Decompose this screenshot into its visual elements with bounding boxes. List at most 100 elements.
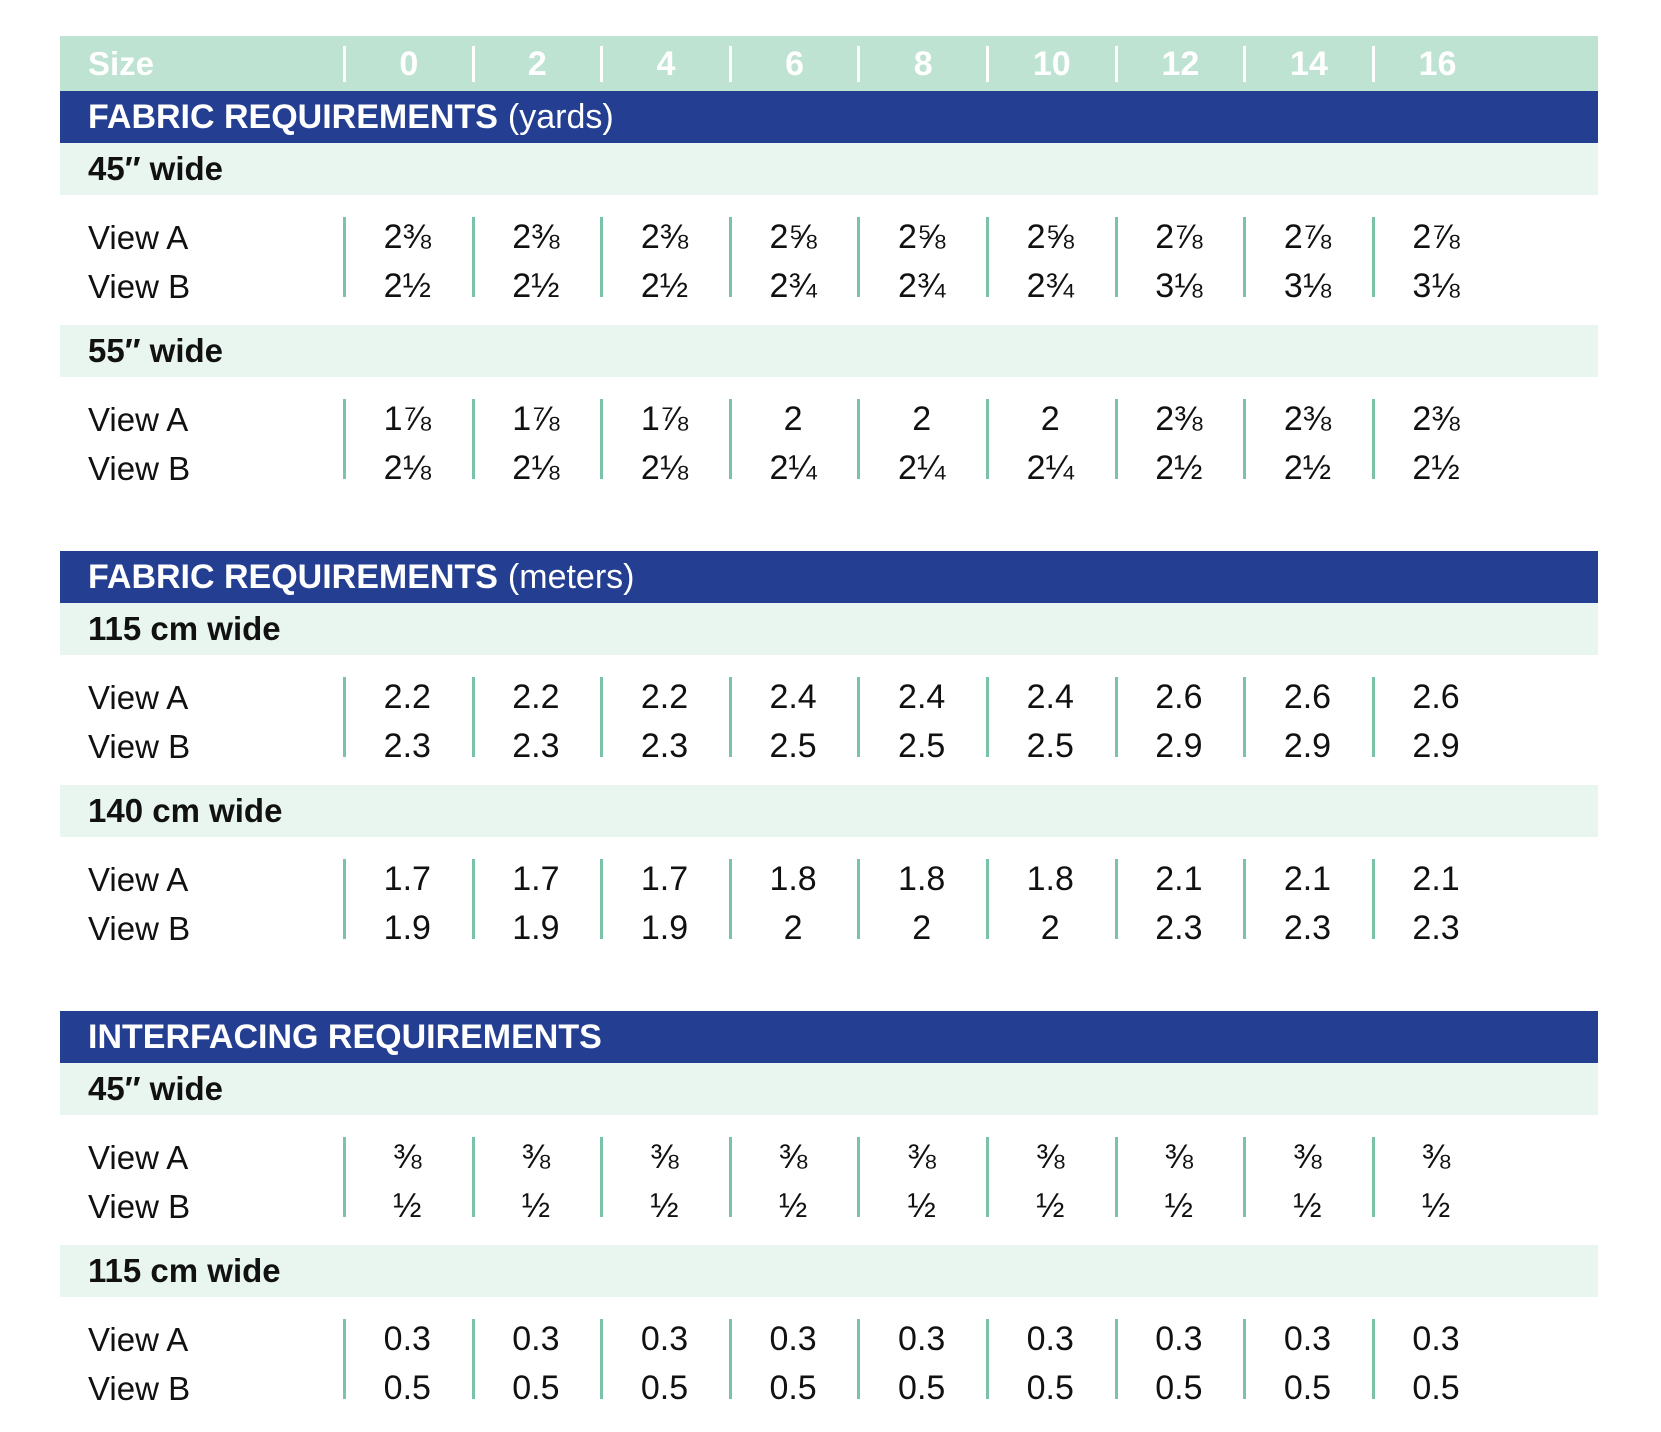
value-cell: 2.9 (1283, 727, 1332, 765)
column-divider (1371, 217, 1375, 297)
column-divider (728, 1319, 732, 1399)
column-divider (857, 399, 861, 479)
section-title: FABRIC REQUIREMENTS (88, 97, 498, 136)
view-label: View A (88, 860, 189, 898)
table-row: View B 2½ 2½ 2½ 2¾ 2¾ 2¾ 3⅛ 3⅛ 3⅛ (60, 262, 1598, 311)
value-cell: 2⅜ (1412, 400, 1460, 438)
value-cell: 0.3 (512, 1320, 560, 1358)
value-cell: 0.5 (1155, 1369, 1203, 1407)
column-divider (600, 1319, 604, 1399)
section-header: INTERFACING REQUIREMENTS (60, 1011, 1598, 1063)
value-cell: 0.5 (1283, 1369, 1332, 1407)
value-cell: ½ (1164, 1187, 1194, 1225)
column-divider (471, 1137, 475, 1217)
view-label: View B (88, 727, 191, 765)
value-cell: 2 (912, 909, 932, 947)
value-cell: 0.3 (640, 1320, 689, 1358)
value-cell: 0.5 (769, 1369, 817, 1407)
column-divider (1243, 217, 1247, 297)
column-divider (857, 677, 861, 757)
table-row: View B 0.5 0.5 0.5 0.5 0.5 0.5 0.5 0.5 0.5 (60, 1364, 1598, 1413)
column-divider (600, 677, 604, 757)
value-cell: 2½ (1283, 449, 1332, 487)
value-cell: ⅜ (778, 1138, 808, 1176)
value-cell: 1.9 (512, 909, 560, 947)
value-cell: 1.8 (1026, 860, 1074, 898)
value-cell: 2.3 (1155, 909, 1203, 947)
column-divider (343, 217, 346, 297)
value-cell: 2½ (1155, 449, 1203, 487)
section-unit: (meters) (507, 557, 635, 596)
fabric-width-label: 55″ wide (60, 325, 1598, 377)
view-rows-block: View A 1⅞ 1⅞ 1⅞ 2 2 2 2⅜ 2⅜ 2⅜ View B 2⅛ 2⅛ 2⅛ 2¼ 2¼ 2¼ 2… (60, 377, 1598, 507)
column-divider (343, 677, 346, 757)
column-divider (857, 1319, 861, 1399)
column-divider (986, 859, 989, 939)
value-cell: ½ (1421, 1187, 1451, 1225)
value-cell: 2.4 (769, 678, 817, 716)
value-cell: 2.4 (1026, 678, 1074, 716)
value-cell: ½ (1293, 1187, 1322, 1225)
value-cell: ⅜ (1036, 1138, 1065, 1176)
value-cell: ⅜ (521, 1138, 551, 1176)
section-header: FABRIC REQUIREMENTS (meters) (60, 551, 1598, 603)
value-cell: 2.9 (1412, 727, 1460, 765)
value-cell: 2⅞ (1155, 218, 1203, 256)
value-cell: ½ (1036, 1187, 1065, 1225)
value-cell: 0.3 (769, 1320, 817, 1358)
column-divider (1114, 1137, 1118, 1217)
value-cell: 2⅜ (1283, 400, 1332, 438)
section-title: INTERFACING REQUIREMENTS (88, 1017, 602, 1056)
view-label: View A (88, 1138, 189, 1176)
value-cell: 0.5 (640, 1369, 689, 1407)
size-2: 2 (471, 45, 601, 82)
value-cell: 2¼ (769, 449, 817, 487)
value-cell: 2.1 (1155, 860, 1203, 898)
column-divider (1371, 399, 1375, 479)
value-cell: ⅜ (650, 1138, 679, 1176)
column-divider (1114, 399, 1118, 479)
value-cell: ½ (778, 1187, 808, 1225)
column-divider (1371, 677, 1375, 757)
value-cell: ⅜ (907, 1138, 936, 1176)
column-divider (1371, 1137, 1375, 1217)
column-divider (986, 399, 989, 479)
value-cell: 1.9 (383, 909, 431, 947)
value-cell: 0.3 (1412, 1320, 1460, 1358)
column-divider (600, 1137, 604, 1217)
value-cell: 3⅛ (1155, 267, 1203, 305)
value-cell: 2¼ (1026, 449, 1074, 487)
value-cell: 0.5 (512, 1369, 560, 1407)
value-cell: 2.6 (1155, 678, 1203, 716)
column-divider (343, 399, 346, 479)
value-cell: 2⅜ (640, 218, 689, 256)
size-header-row: Size 0 2 4 6 8 10 12 14 16 (60, 36, 1598, 91)
value-cell: 2⅜ (1155, 400, 1203, 438)
value-cell: 3⅛ (1412, 267, 1460, 305)
value-cell: 0.5 (383, 1369, 431, 1407)
column-divider (728, 677, 732, 757)
value-cell: 2⅛ (383, 449, 431, 487)
column-divider (600, 399, 604, 479)
section-gap (60, 507, 1598, 551)
value-cell: 2½ (1412, 449, 1460, 487)
value-cell: 2.5 (1026, 727, 1074, 765)
column-divider (1114, 217, 1118, 297)
view-rows-block: View A 2⅜ 2⅜ 2⅜ 2⅝ 2⅝ 2⅝ 2⅞ 2⅞ 2⅞ View B 2½ 2½ 2½ 2¾ 2¾… (60, 195, 1598, 325)
section-gap (60, 967, 1598, 1011)
size-10: 10 (985, 45, 1115, 82)
value-cell: 2.4 (898, 678, 946, 716)
column-divider (343, 1319, 346, 1399)
value-cell: 2.2 (383, 678, 431, 716)
value-cell: 2.1 (1283, 860, 1332, 898)
view-label: View B (88, 267, 191, 305)
value-cell: 1.8 (898, 860, 946, 898)
size-4: 4 (600, 45, 729, 82)
column-divider (986, 677, 989, 757)
value-cell: 0.5 (898, 1369, 946, 1407)
column-divider (1114, 677, 1118, 757)
requirements-table: Size 0 2 4 6 8 10 12 14 16 FABRIC REQUIR… (60, 36, 1598, 1427)
value-cell: 1.7 (640, 860, 689, 898)
column-divider (1371, 1319, 1375, 1399)
fabric-width-label: 140 cm wide (60, 785, 1598, 837)
